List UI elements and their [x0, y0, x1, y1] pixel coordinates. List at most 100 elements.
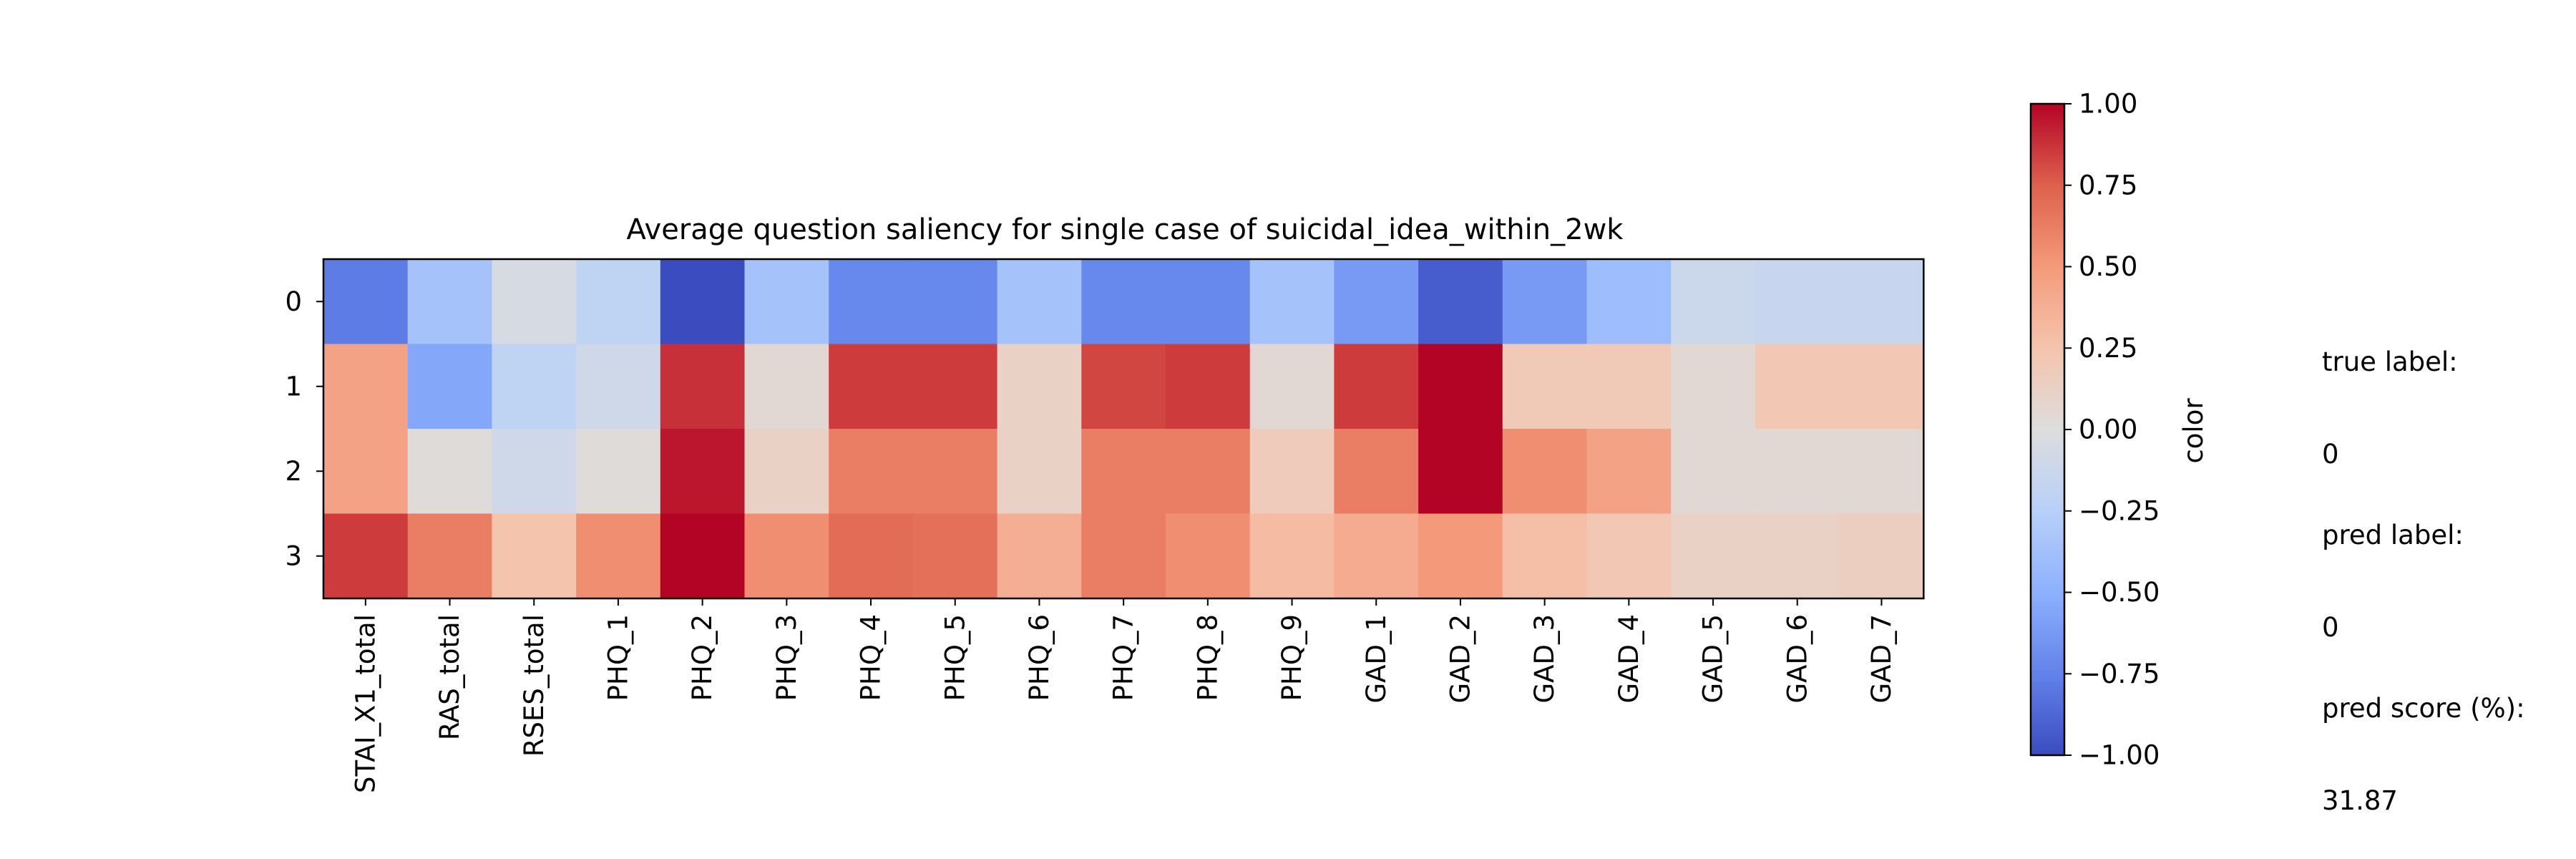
heatmap-cell — [576, 513, 661, 599]
heatmap-cell — [1586, 513, 1672, 599]
heatmap-cell — [1586, 344, 1672, 430]
x-tick-label: PHQ_3 — [771, 614, 802, 701]
heatmap-cell — [1081, 259, 1166, 345]
heatmap-cell — [407, 344, 492, 430]
heatmap-cell — [829, 429, 914, 515]
heatmap-cell — [829, 513, 914, 599]
true-label-value: 0 — [2322, 439, 2339, 470]
heatmap-cell — [1418, 513, 1503, 599]
y-tick-label: 0 — [285, 286, 302, 317]
heatmap-cell — [744, 259, 829, 345]
heatmap-cell — [1249, 513, 1335, 599]
colorbar-tick-label: −0.50 — [2079, 577, 2160, 608]
heatmap-cell — [1166, 259, 1251, 345]
true-label-title: true label: — [2322, 346, 2458, 377]
x-tick-label: RAS_total — [434, 614, 465, 740]
pred-score-title: pred score (%): — [2322, 693, 2525, 724]
y-tick-label: 3 — [285, 540, 302, 571]
heatmap-cell — [1166, 429, 1251, 515]
heatmap-cell — [997, 344, 1082, 430]
heatmap-cell — [1586, 259, 1672, 345]
heatmap-cell — [829, 259, 914, 345]
x-tick-label: PHQ_4 — [856, 614, 887, 701]
x-tick-label: GAD_4 — [1614, 614, 1644, 704]
x-tick-label: PHQ_7 — [1108, 614, 1139, 701]
heatmap-cell — [576, 344, 661, 430]
heatmap-cell — [744, 429, 829, 515]
colorbar: 1.00 0.75 0.50 0.25 0.00 −0.25 −0.50 −0.75 −1.00 — [2029, 89, 2160, 771]
heatmap-cell — [1755, 344, 1840, 430]
heatmap-cell — [1671, 344, 1756, 430]
heatmap-cell — [323, 344, 409, 430]
heatmap-cell — [1249, 259, 1335, 345]
heatmap-cell — [407, 513, 492, 599]
heatmap-cell — [323, 429, 409, 515]
colorbar-tick-label: 1.00 — [2079, 89, 2137, 120]
heatmap-cell — [1502, 513, 1588, 599]
heatmap-cell — [1755, 259, 1840, 345]
heatmap-cell — [1166, 513, 1251, 599]
x-tick-label: GAD_3 — [1529, 614, 1560, 704]
heatmap-cell — [1502, 429, 1588, 515]
heatmap-cell — [323, 513, 409, 599]
x-tick-label: GAD_1 — [1361, 614, 1392, 704]
heatmap-cell — [1081, 513, 1166, 599]
y-tick-label: 1 — [285, 371, 302, 402]
x-tick-label: PHQ_5 — [940, 614, 970, 701]
colorbar-tick-label: 0.25 — [2079, 333, 2137, 364]
heatmap-cell — [1334, 513, 1419, 599]
heatmap-cell — [997, 513, 1082, 599]
heatmap-cell — [660, 513, 746, 599]
colorbar-gradient — [2029, 102, 2066, 757]
heatmap-cell — [1671, 259, 1756, 345]
heatmap-cell — [1671, 513, 1756, 599]
heatmap-cell — [912, 259, 998, 345]
heatmap-cell — [744, 513, 829, 599]
heatmap-cell — [660, 429, 746, 515]
heatmap-cell — [1502, 344, 1588, 430]
pred-label-title: pred label: — [2322, 520, 2464, 550]
chart-title: Average question saliency for single cas… — [627, 213, 1624, 246]
heatmap-cell — [744, 344, 829, 430]
pred-label-value: 0 — [2322, 612, 2339, 643]
x-tick-label: PHQ_2 — [687, 614, 718, 701]
x-tick-label: GAD_2 — [1445, 614, 1475, 704]
heatmap-cell — [576, 429, 661, 515]
x-tick-label: PHQ_9 — [1277, 614, 1307, 701]
heatmap-cell — [912, 429, 998, 515]
heatmap-cell — [1839, 513, 1924, 599]
heatmap-cell — [1755, 513, 1840, 599]
heatmap-cell — [492, 344, 577, 430]
colorbar-tick-label: −0.75 — [2079, 659, 2160, 689]
heatmap-cell — [1249, 344, 1335, 430]
heatmap-cell — [829, 344, 914, 430]
colorbar-tick-label: 0.00 — [2079, 414, 2137, 445]
heatmap-cell — [1502, 259, 1588, 345]
heatmap-cell — [1418, 259, 1503, 345]
x-tick-label: STAI_X1_total — [350, 614, 381, 793]
heatmap: STAI_X1_total RAS_total RSES_total PHQ_1 PHQ… — [285, 258, 1925, 793]
heatmap-cell — [660, 344, 746, 430]
pred-score-value: 31.87 — [2322, 785, 2398, 816]
heatmap-cell — [492, 513, 577, 599]
x-tick-label: GAD_7 — [1866, 614, 1897, 704]
x-tick-label: GAD_6 — [1782, 614, 1813, 704]
heatmap-cell — [997, 429, 1082, 515]
colorbar-label: color — [2178, 398, 2209, 464]
heatmap-cell — [407, 259, 492, 345]
heatmap-cell — [492, 429, 577, 515]
heatmap-cell — [1586, 429, 1672, 515]
heatmap-cell — [1166, 344, 1251, 430]
heatmap-cell — [323, 259, 409, 345]
heatmap-cell — [1081, 344, 1166, 430]
x-tick-label: RSES_total — [519, 614, 550, 757]
heatmap-cell — [1755, 429, 1840, 515]
heatmap-cell — [1249, 429, 1335, 515]
heatmap-cell — [997, 259, 1082, 345]
heatmap-cell — [912, 344, 998, 430]
y-tick-label: 2 — [285, 456, 302, 487]
colorbar-tick-label: 0.75 — [2079, 170, 2137, 200]
heatmap-cell — [1839, 429, 1924, 515]
heatmap-cell — [1839, 259, 1924, 345]
